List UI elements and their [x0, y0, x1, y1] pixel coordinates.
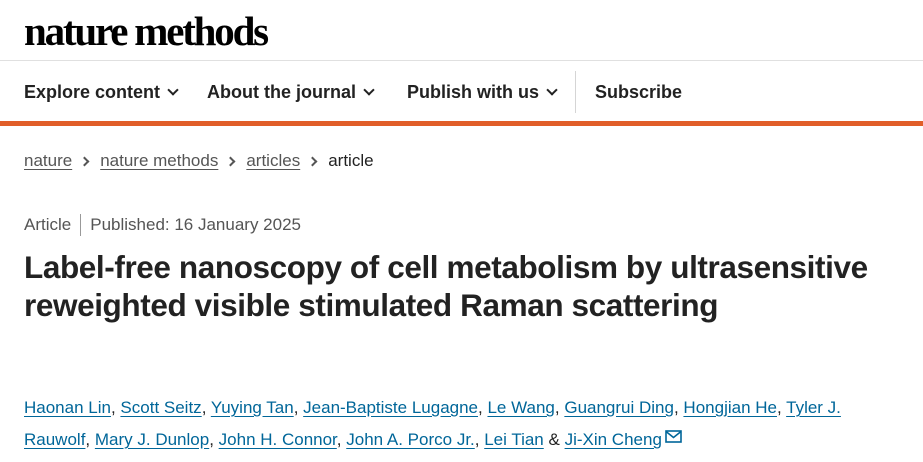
author-joiner: &	[548, 430, 560, 449]
journal-logo[interactable]: nature methods	[24, 8, 269, 54]
author-link[interactable]: Lei Tian	[484, 430, 544, 449]
site-header: nature methods	[0, 0, 923, 61]
chevron-down-icon	[363, 83, 375, 96]
nav-divider	[575, 71, 576, 113]
author-link[interactable]: Mary J. Dunlop	[94, 430, 210, 449]
chevron-down-icon	[167, 83, 179, 96]
main-nav: Explore content About the journal Publis…	[0, 61, 923, 123]
subscribe-link[interactable]: Subscribe	[595, 81, 683, 102]
chevron-down-icon	[546, 83, 558, 96]
nav-explore-content[interactable]: Explore content	[24, 61, 179, 123]
author-link[interactable]: Guangrui Ding	[564, 398, 674, 417]
author-link[interactable]: John H. Connor	[218, 430, 337, 449]
nav-publish-with-us[interactable]: Publish with us	[407, 61, 558, 123]
breadcrumb-articles[interactable]: articles	[246, 151, 301, 170]
article-type: Article	[24, 215, 72, 234]
chevron-right-icon	[307, 156, 318, 166]
author-link[interactable]: Le Wang	[487, 398, 555, 417]
breadcrumb: nature nature methods articles article	[24, 150, 374, 172]
article-meta: Article Published: 16 January 2025	[24, 214, 301, 236]
nav-label: Explore content	[24, 81, 161, 102]
chevron-right-icon	[79, 156, 90, 166]
nav-label: About the journal	[207, 81, 356, 102]
author-link[interactable]: John A. Porco Jr.	[346, 430, 475, 449]
article-title: Label-free nanoscopy of cell metabolism …	[24, 249, 868, 323]
author-link[interactable]: Yuying Tan	[210, 398, 294, 417]
author-link[interactable]: Tyler J. Rauwolf	[24, 398, 841, 449]
published-date: Published: 16 January 2025	[90, 215, 301, 234]
mail-icon[interactable]	[665, 430, 682, 443]
author-link[interactable]: Hongjian He	[683, 398, 777, 417]
nav-about-journal[interactable]: About the journal	[207, 61, 375, 123]
author-link[interactable]: Jean-Baptiste Lugagne	[303, 398, 479, 417]
author-list: Haonan Lin, Scott Seitz, Yuying Tan, Jea…	[24, 398, 841, 449]
author-link[interactable]: Haonan Lin	[24, 398, 111, 417]
breadcrumb-nature-methods[interactable]: nature methods	[100, 151, 219, 170]
author-link[interactable]: Scott Seitz	[120, 398, 202, 417]
breadcrumb-nature[interactable]: nature	[24, 151, 73, 170]
meta-divider	[80, 214, 82, 236]
breadcrumb-current: article	[328, 151, 374, 170]
author-link[interactable]: Ji-Xin Cheng	[564, 430, 662, 449]
chevron-right-icon	[225, 156, 236, 166]
accent-rule	[0, 121, 923, 126]
nav-label: Publish with us	[407, 81, 540, 102]
